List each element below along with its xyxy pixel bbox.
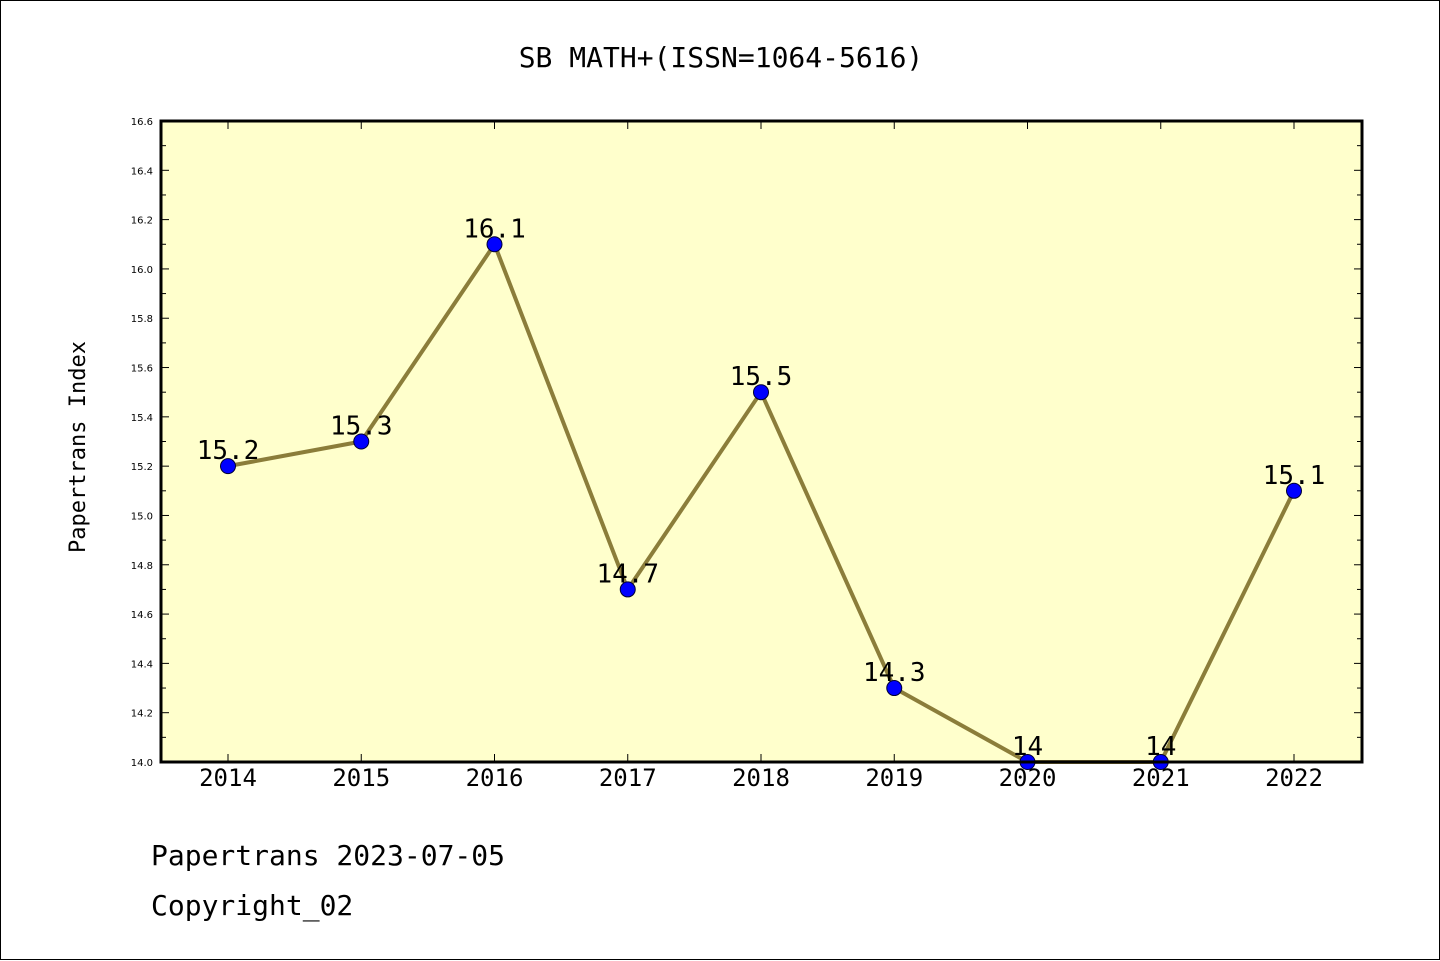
y-axis-ticks: 14.0 14.2 14.4 14.6 14.8 15.0 15.2 15.4 15.6 15.8… bbox=[131, 117, 1362, 769]
x-tick-label: 2016 bbox=[466, 764, 524, 792]
data-label: 14 bbox=[1012, 732, 1043, 762]
x-tick-label: 2018 bbox=[732, 764, 790, 792]
y-tick-label: 15.8 bbox=[131, 314, 153, 325]
data-label: 15.2 bbox=[197, 436, 260, 466]
data-point bbox=[753, 384, 769, 401]
x-tick-label: 2019 bbox=[865, 764, 923, 792]
y-tick-label: 15.0 bbox=[131, 511, 153, 522]
data-point bbox=[1286, 482, 1302, 499]
plot-border bbox=[159, 119, 1364, 764]
y-tick-label: 16.6 bbox=[131, 117, 153, 128]
data-label: 14.7 bbox=[596, 559, 659, 589]
data-label: 14.3 bbox=[863, 658, 926, 688]
y-axis-label: Papertrans Index bbox=[66, 341, 91, 553]
x-tick-label: 2022 bbox=[1265, 764, 1323, 792]
footer-copyright: Copyright_02 bbox=[151, 889, 353, 923]
y-tick-label: 16.4 bbox=[131, 166, 153, 177]
data-label: 15.3 bbox=[330, 412, 393, 442]
x-tick-label: 2017 bbox=[599, 764, 657, 792]
data-point bbox=[220, 458, 236, 475]
y-tick-label: 16.2 bbox=[131, 216, 153, 227]
data-labels: 15.2 15.3 16.1 14.7 15.5 14.3 14 14 15.1 bbox=[197, 214, 1326, 762]
y-tick-label: 15.2 bbox=[131, 462, 153, 473]
y-tick-label: 14.4 bbox=[131, 659, 153, 670]
plot-area bbox=[161, 121, 1362, 762]
footer-date: Papertrans 2023-07-05 bbox=[151, 839, 505, 872]
y-tick-label: 14.0 bbox=[131, 758, 153, 769]
data-label: 14 bbox=[1145, 732, 1176, 762]
y-tick-label: 14.6 bbox=[131, 610, 153, 621]
y-tick-label: 15.6 bbox=[131, 364, 153, 375]
data-markers bbox=[220, 236, 1302, 770]
data-label: 16.1 bbox=[463, 214, 526, 244]
chart-title: SB MATH+(ISSN=1064-5616) bbox=[519, 41, 924, 74]
data-point bbox=[486, 236, 503, 253]
x-tick-label: 2014 bbox=[199, 764, 257, 792]
y-tick-label: 14.8 bbox=[131, 561, 153, 572]
y-tick-label: 16.0 bbox=[131, 265, 153, 276]
data-point bbox=[619, 581, 636, 598]
y-tick-label: 15.4 bbox=[131, 413, 153, 424]
data-point bbox=[353, 433, 370, 450]
data-label: 15.1 bbox=[1263, 461, 1326, 491]
data-point bbox=[886, 680, 903, 697]
x-tick-label: 2015 bbox=[332, 764, 390, 792]
y-tick-label: 14.2 bbox=[131, 709, 153, 720]
data-label: 15.5 bbox=[730, 362, 793, 392]
